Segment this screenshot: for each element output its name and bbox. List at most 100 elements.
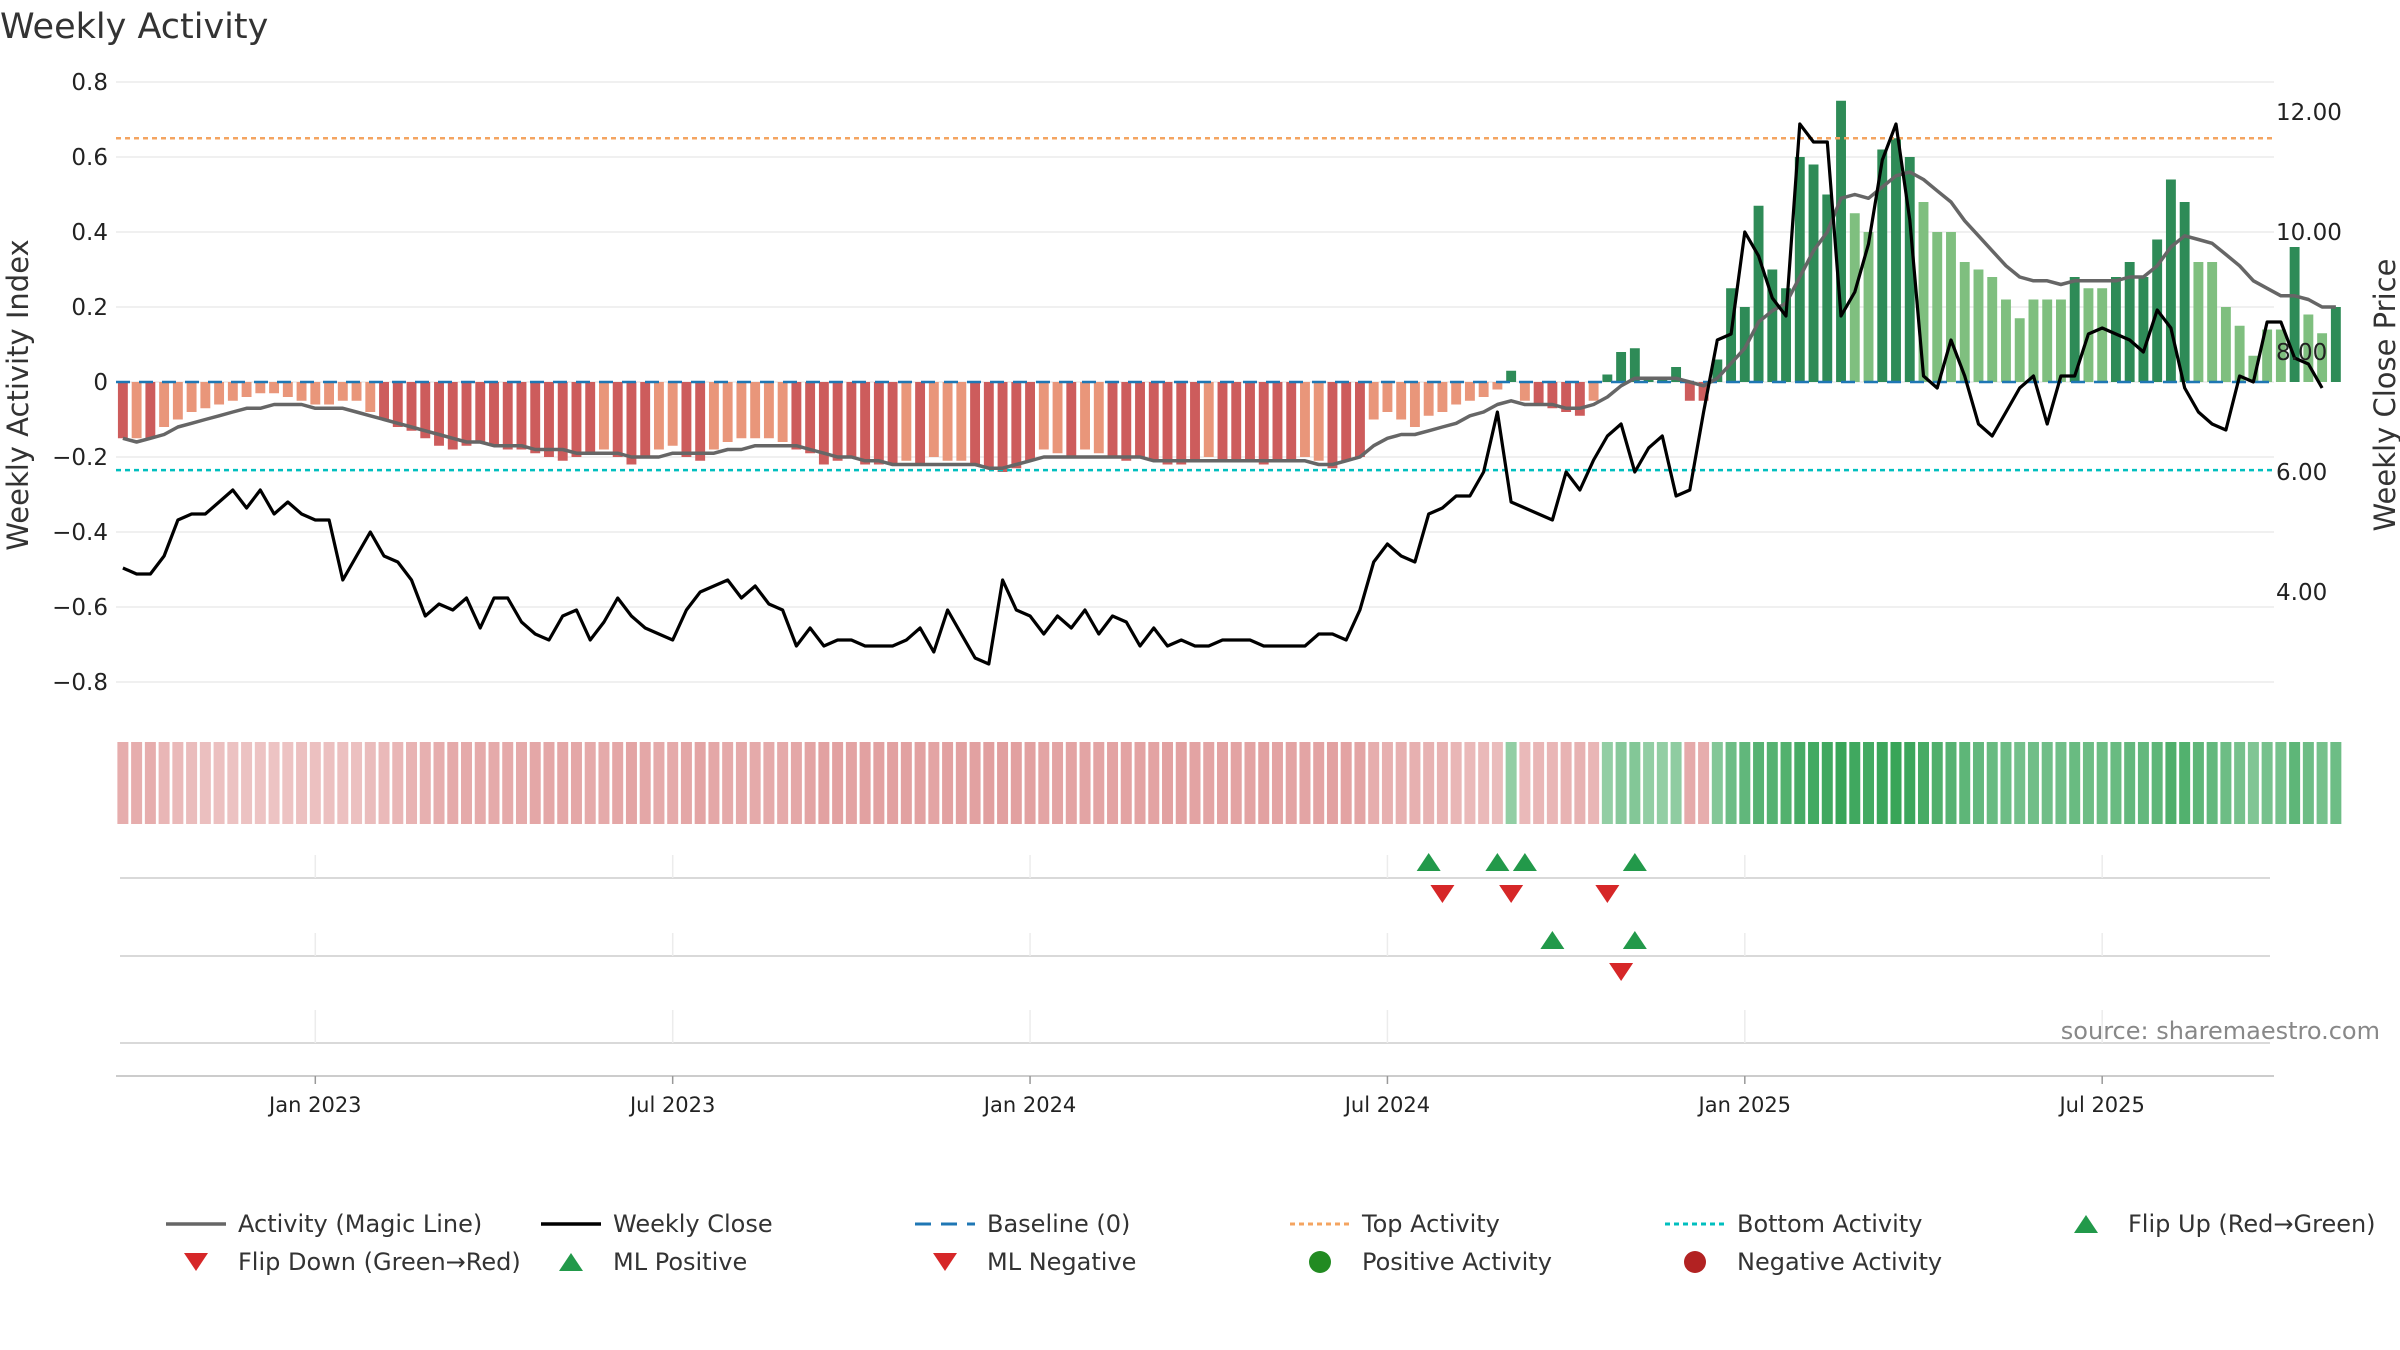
- heat-cell: [1972, 742, 1984, 824]
- heat-cell: [2055, 742, 2067, 824]
- activity-bar: [1698, 382, 1709, 401]
- activity-bar: [1437, 382, 1448, 412]
- heat-cell: [1505, 742, 1517, 824]
- legend-item: Top Activity: [1290, 1210, 1500, 1238]
- heat-cell: [735, 742, 747, 824]
- activity-bar: [777, 382, 788, 442]
- heat-cell: [392, 742, 404, 824]
- activity-bar: [1684, 382, 1695, 401]
- legend-triangle-up-icon: [559, 1253, 583, 1271]
- activity-bar: [255, 382, 266, 394]
- heat-cell: [378, 742, 390, 824]
- y2-tick-label: 8.00: [2276, 340, 2327, 366]
- activity-bar: [1203, 382, 1214, 457]
- y2-axis-label: Weekly Close Price: [2368, 259, 2400, 532]
- activity-bar: [805, 382, 816, 454]
- heat-cell: [515, 742, 527, 824]
- activity-bar: [1932, 232, 1943, 382]
- heat-cell: [1244, 742, 1256, 824]
- activity-bar: [1767, 269, 1778, 382]
- heat-cell: [818, 742, 830, 824]
- heat-cell: [859, 742, 871, 824]
- heat-cell: [186, 742, 198, 824]
- heat-cell: [227, 742, 239, 824]
- activity-bar: [2220, 307, 2231, 382]
- legend-label: Flip Down (Green→Red): [238, 1248, 521, 1276]
- heat-cell: [1079, 742, 1091, 824]
- heat-cell: [144, 742, 156, 824]
- activity-bars: [117, 100, 2341, 472]
- activity-bar: [365, 382, 376, 412]
- activity-bar: [1712, 359, 1723, 382]
- heat-cell: [2302, 742, 2314, 824]
- heat-cell: [1821, 742, 1833, 824]
- heat-cell: [296, 742, 308, 824]
- signal-panels: [120, 853, 2270, 1044]
- legend-triangle-down-icon: [933, 1253, 957, 1271]
- heat-cell: [2220, 742, 2232, 824]
- heat-cell: [2275, 742, 2287, 824]
- heat-cell: [323, 742, 335, 824]
- heat-cell: [1808, 742, 1820, 824]
- activity-bar: [200, 382, 211, 409]
- activity-bar: [873, 382, 884, 465]
- heat-cell: [639, 742, 651, 824]
- legend-label: ML Positive: [613, 1248, 747, 1276]
- activity-bar: [420, 382, 431, 439]
- heat-cell: [199, 742, 211, 824]
- y2-tick-label: 6.00: [2276, 460, 2327, 486]
- heat-cell: [1354, 742, 1366, 824]
- x-tick-label: Jul 2024: [1343, 1093, 1430, 1117]
- activity-bar: [1519, 382, 1530, 401]
- activity-bar: [1272, 382, 1283, 461]
- activity-bar: [571, 382, 582, 457]
- legend-label: Flip Up (Red→Green): [2128, 1210, 2376, 1238]
- legend-label: Activity (Magic Line): [238, 1210, 482, 1238]
- heat-cell: [1409, 742, 1421, 824]
- heat-cell: [447, 742, 459, 824]
- heat-cell: [1381, 742, 1393, 824]
- y-tick-label: 0.6: [71, 145, 108, 171]
- legend-item: Bottom Activity: [1665, 1210, 1922, 1238]
- activity-bar: [1533, 382, 1544, 405]
- flip-down-marker: [1595, 885, 1620, 903]
- activity-bar: [1561, 382, 1572, 412]
- activity-bar: [214, 382, 225, 405]
- heat-cell: [488, 742, 500, 824]
- activity-bar: [1148, 382, 1159, 461]
- heat-cell: [680, 742, 692, 824]
- heat-cell: [900, 742, 912, 824]
- activity-bar: [1464, 382, 1475, 401]
- legend-label: Baseline (0): [987, 1210, 1130, 1238]
- y-tick-label: 0.4: [71, 220, 108, 246]
- heat-cell: [914, 742, 926, 824]
- activity-bar: [1588, 382, 1599, 401]
- flip-up-marker: [1622, 853, 1647, 871]
- heat-cell: [708, 742, 720, 824]
- heat-cell: [1780, 742, 1792, 824]
- y-tick-label: −0.2: [52, 445, 108, 471]
- activity-bar: [489, 382, 499, 446]
- legend-circle-icon: [1309, 1251, 1331, 1273]
- y2-tick-label: 4.00: [2276, 580, 2327, 606]
- legend-label: Top Activity: [1361, 1210, 1500, 1238]
- activity-bar: [1547, 382, 1558, 409]
- heat-cell: [419, 742, 431, 824]
- heat-cell: [433, 742, 445, 824]
- activity-bar: [1987, 277, 1998, 382]
- heat-cell: [1478, 742, 1490, 824]
- heat-cell: [1835, 742, 1847, 824]
- heat-cell: [282, 742, 294, 824]
- legend-label: ML Negative: [987, 1248, 1136, 1276]
- activity-bar: [1382, 382, 1393, 412]
- activity-bar: [2262, 329, 2273, 382]
- heat-cell: [1038, 742, 1050, 824]
- heat-cell: [1230, 742, 1242, 824]
- heat-cell: [2165, 742, 2177, 824]
- weekly-close-line: [122, 122, 2324, 666]
- heat-cell: [722, 742, 734, 824]
- flip-down-marker: [1430, 885, 1455, 903]
- heat-cell: [1052, 742, 1064, 824]
- legend-item: Positive Activity: [1309, 1248, 1552, 1276]
- heat-cell: [557, 742, 569, 824]
